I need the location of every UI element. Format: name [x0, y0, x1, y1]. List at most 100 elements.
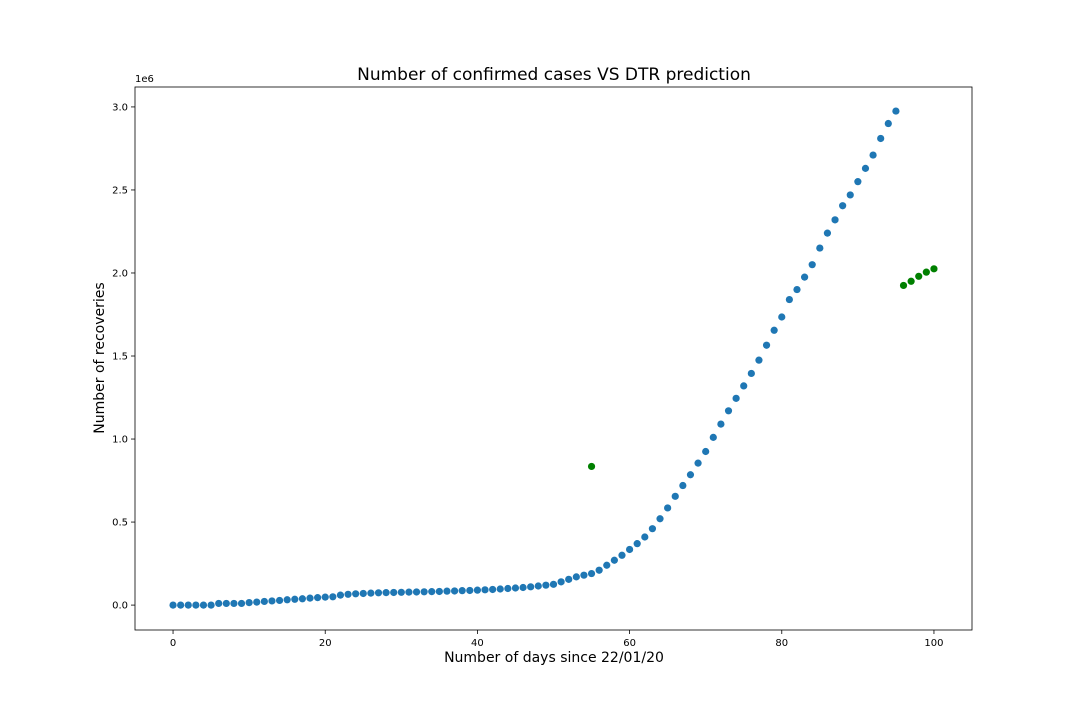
confirmed-point — [511, 584, 520, 592]
confirmed-point — [519, 583, 527, 592]
confirmed-point — [770, 326, 778, 334]
x-tick-label: 100 — [924, 638, 943, 649]
confirmed-point — [207, 601, 215, 609]
y-tick-label: 1.0 — [112, 435, 128, 446]
confirmed-point — [877, 134, 885, 143]
x-tick-label: 0 — [170, 638, 176, 649]
confirmed-point — [740, 382, 748, 390]
confirmed-point — [192, 601, 200, 609]
confirmed-point — [489, 585, 497, 594]
y-tick-label: 1.5 — [112, 352, 128, 363]
prediction-point — [899, 281, 908, 290]
confirmed-point — [245, 599, 253, 607]
confirmed-point — [808, 261, 816, 269]
confirmed-point — [473, 586, 482, 594]
prediction-point — [930, 265, 938, 273]
confirmed-point — [306, 594, 314, 602]
confirmed-point — [222, 599, 230, 608]
y-axis-title: Number of recoveries — [92, 282, 108, 433]
y-tick-label: 0.5 — [112, 518, 128, 529]
confirmed-point — [298, 595, 306, 603]
confirmed-point — [169, 601, 177, 609]
y-tick-label: 2.0 — [112, 268, 128, 279]
confirmed-point — [405, 588, 413, 596]
confirmed-point — [329, 593, 337, 601]
confirmed-point — [625, 545, 634, 554]
confirmed-point — [534, 582, 542, 590]
confirmed-point — [724, 407, 733, 415]
confirmed-point — [359, 589, 367, 598]
confirmed-point — [778, 313, 786, 321]
confirmed-point — [260, 597, 268, 606]
confirmed-point — [374, 589, 383, 597]
prediction-point — [922, 268, 930, 276]
x-axis-title: Number of days since 22/01/20 — [444, 650, 664, 666]
confirmed-point — [633, 540, 641, 548]
x-tick-label: 60 — [623, 638, 636, 649]
confirmed-point — [801, 273, 809, 281]
confirmed-point — [785, 295, 793, 304]
prediction-point — [587, 462, 596, 471]
confirmed-point — [496, 585, 504, 593]
confirmed-point — [656, 515, 664, 523]
confirmed-point — [702, 447, 710, 456]
confirmed-point — [641, 533, 649, 541]
confirmed-point — [549, 580, 558, 588]
confirmed-point — [504, 584, 512, 593]
y-tick-label: 3.0 — [112, 102, 128, 113]
confirmed-point — [755, 356, 763, 364]
confirmed-point — [595, 566, 603, 574]
confirmed-point — [565, 575, 573, 583]
confirmed-point — [420, 588, 428, 596]
confirmed-point — [762, 341, 771, 349]
confirmed-point — [450, 587, 459, 595]
plot-frame — [134, 86, 973, 631]
plot-area: 0 20 40 60 80 100 0.0 0.5 1.0 1.5 2.0 2.5 3.0 — [112, 86, 973, 649]
confirmed-point — [390, 588, 398, 597]
confirmed-point — [382, 589, 390, 597]
confirmed-point — [184, 601, 192, 609]
confirmed-point — [831, 216, 839, 224]
confirmed-point — [177, 601, 185, 609]
confirmed-point — [428, 588, 436, 596]
confirmed-point — [466, 586, 474, 595]
confirmed-point — [587, 569, 596, 578]
confirmed-point — [603, 561, 611, 569]
confirmed-point — [542, 581, 550, 589]
confirmed-point — [717, 420, 725, 428]
confirmed-point — [283, 596, 291, 604]
confirmed-point — [321, 593, 329, 601]
confirmed-point — [291, 595, 299, 603]
confirmed-point — [435, 587, 443, 596]
confirmed-point — [892, 107, 900, 115]
confirmed-point — [694, 459, 702, 467]
confirmed-point — [823, 229, 832, 237]
confirmed-point — [572, 573, 580, 581]
confirmed-point — [215, 599, 223, 608]
confirmed-point — [397, 588, 405, 596]
confirmed-point — [199, 601, 208, 609]
confirmed-point — [527, 583, 535, 591]
confirmed-point — [861, 164, 870, 172]
chart-title: Number of confirmed cases VS DTR predict… — [357, 65, 751, 85]
confirmed-point — [253, 598, 261, 606]
confirmed-point — [839, 202, 847, 210]
confirmed-point — [610, 556, 618, 564]
confirmed-point — [618, 551, 626, 559]
y-tick-label: 2.5 — [112, 185, 128, 196]
confirmed-point — [816, 244, 824, 252]
confirmed-point — [846, 191, 854, 199]
confirmed-point — [557, 578, 565, 586]
confirmed-point — [367, 589, 375, 597]
x-tick-label: 80 — [775, 638, 788, 649]
confirmed-point — [443, 587, 451, 595]
confirmed-point — [268, 597, 276, 605]
confirmed-point — [869, 151, 877, 159]
confirmed-point — [854, 178, 862, 186]
prediction-point — [907, 277, 915, 285]
confirmed-point — [237, 599, 246, 608]
confirmed-point — [352, 590, 360, 598]
confirmed-point — [412, 588, 421, 596]
confirmed-point — [336, 591, 345, 599]
